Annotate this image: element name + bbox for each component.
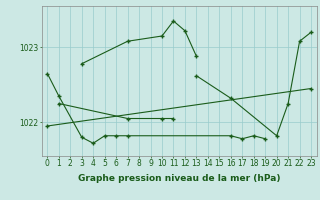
- X-axis label: Graphe pression niveau de la mer (hPa): Graphe pression niveau de la mer (hPa): [78, 174, 280, 183]
